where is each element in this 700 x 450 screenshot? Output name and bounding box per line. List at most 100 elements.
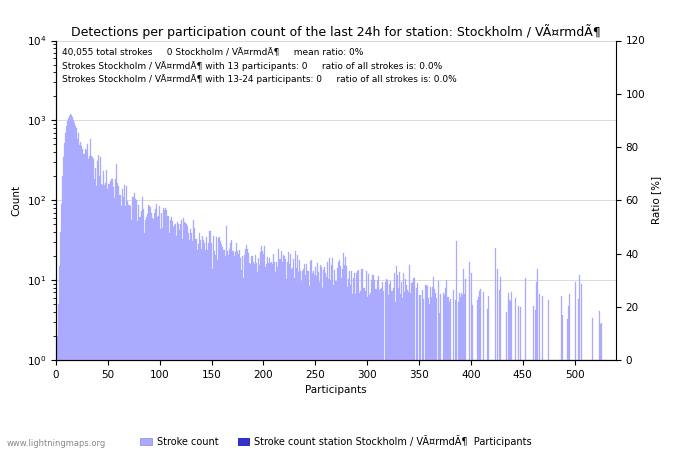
Bar: [281, 261, 283, 450]
Bar: [235, 252, 236, 450]
Bar: [230, 243, 231, 450]
Bar: [153, 219, 154, 450]
Text: 40,055 total strokes     0 Stockholm / VÃ¤rmdÃ¶     mean ratio: 0%: 40,055 total strokes 0 Stockholm / VÃ¤rm…: [62, 49, 363, 58]
Bar: [354, 273, 355, 450]
Bar: [99, 176, 100, 450]
Bar: [290, 254, 291, 450]
Bar: [83, 154, 85, 450]
Bar: [298, 272, 299, 450]
Bar: [393, 273, 395, 450]
Bar: [65, 133, 66, 450]
Bar: [98, 155, 99, 450]
Bar: [542, 296, 543, 450]
Bar: [365, 271, 367, 450]
Bar: [155, 209, 156, 450]
Bar: [579, 275, 580, 450]
Bar: [368, 274, 369, 450]
Bar: [304, 264, 305, 450]
Bar: [174, 225, 175, 450]
Bar: [416, 288, 417, 450]
Bar: [324, 267, 325, 450]
Bar: [233, 251, 234, 450]
Bar: [77, 139, 78, 450]
Bar: [67, 121, 68, 450]
Bar: [158, 216, 159, 450]
Bar: [435, 293, 436, 450]
Bar: [60, 232, 61, 450]
Bar: [266, 264, 267, 450]
Bar: [163, 208, 164, 450]
Bar: [515, 298, 516, 450]
Bar: [386, 279, 387, 450]
Bar: [80, 142, 81, 450]
Bar: [341, 279, 342, 450]
Bar: [264, 246, 265, 450]
Bar: [421, 290, 423, 450]
Bar: [231, 239, 232, 450]
Bar: [117, 183, 118, 450]
Bar: [257, 272, 258, 450]
Bar: [156, 204, 157, 450]
Bar: [151, 213, 152, 450]
Bar: [296, 269, 297, 450]
Bar: [131, 220, 132, 450]
Bar: [81, 146, 83, 450]
Bar: [219, 237, 220, 450]
Bar: [469, 262, 470, 450]
Bar: [320, 266, 321, 450]
Bar: [89, 156, 90, 450]
Bar: [59, 266, 60, 450]
Bar: [462, 295, 463, 450]
Bar: [176, 237, 177, 450]
Bar: [209, 231, 210, 450]
Bar: [305, 275, 307, 450]
Bar: [326, 277, 327, 450]
Bar: [127, 202, 128, 450]
Bar: [407, 290, 408, 450]
Bar: [276, 262, 277, 450]
Bar: [309, 261, 311, 450]
Bar: [239, 250, 240, 450]
Bar: [427, 286, 428, 450]
Bar: [300, 270, 301, 450]
Bar: [268, 263, 269, 450]
Bar: [79, 145, 81, 450]
Bar: [208, 243, 209, 450]
Bar: [342, 270, 343, 450]
Bar: [90, 139, 91, 450]
Bar: [160, 230, 161, 450]
Bar: [465, 279, 466, 450]
Bar: [299, 260, 300, 450]
Bar: [180, 224, 181, 450]
Bar: [244, 255, 245, 450]
Bar: [426, 285, 427, 450]
Bar: [439, 313, 440, 450]
Bar: [357, 270, 358, 450]
Bar: [461, 293, 462, 450]
Bar: [382, 283, 383, 450]
Bar: [318, 272, 319, 450]
Bar: [312, 273, 313, 450]
Bar: [68, 118, 69, 450]
Bar: [480, 289, 481, 450]
Bar: [479, 291, 480, 450]
Bar: [430, 288, 431, 450]
Bar: [240, 258, 241, 450]
Bar: [397, 275, 398, 450]
Bar: [223, 250, 225, 450]
Bar: [495, 248, 496, 450]
Bar: [256, 263, 257, 450]
Bar: [363, 288, 365, 450]
Bar: [109, 184, 111, 450]
Bar: [520, 307, 521, 450]
Bar: [167, 216, 169, 450]
Bar: [205, 250, 206, 450]
Bar: [487, 309, 488, 450]
Bar: [548, 300, 549, 450]
Bar: [378, 276, 379, 450]
Bar: [124, 185, 125, 450]
Bar: [287, 262, 288, 450]
Bar: [78, 133, 79, 450]
Bar: [293, 259, 294, 450]
Bar: [592, 318, 593, 450]
